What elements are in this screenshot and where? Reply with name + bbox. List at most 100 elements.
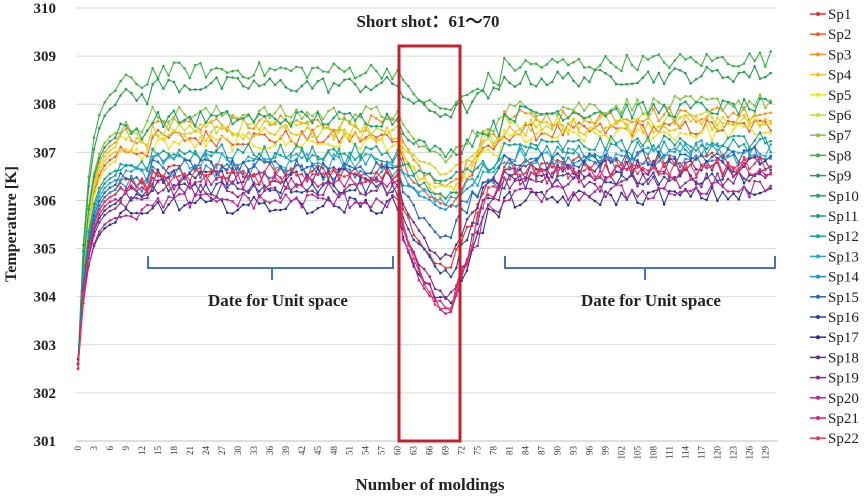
data-point: [684, 132, 687, 136]
data-point: [652, 124, 655, 127]
data-point: [263, 157, 266, 161]
data-point: [487, 96, 490, 100]
data-point: [295, 190, 298, 193]
legend-item-sp7: Sp7: [810, 128, 852, 144]
data-point: [534, 138, 538, 142]
data-point: [114, 183, 117, 187]
data-point: [353, 113, 357, 116]
data-point: [439, 179, 442, 183]
data-point: [135, 136, 138, 140]
data-point: [359, 112, 362, 116]
legend-item-sp16: Sp16: [810, 310, 859, 326]
data-point: [407, 182, 410, 186]
data-point: [401, 184, 405, 187]
data-point: [151, 189, 154, 192]
data-point: [380, 165, 384, 169]
data-point: [225, 186, 229, 189]
data-point: [135, 152, 138, 156]
data-point: [236, 187, 240, 191]
data-point: [636, 81, 639, 85]
data-point: [108, 158, 112, 162]
data-point: [231, 191, 234, 194]
data-point: [103, 209, 106, 212]
data-point: [162, 119, 165, 123]
data-point: [582, 133, 586, 136]
data-point: [545, 173, 549, 176]
data-point: [257, 152, 261, 156]
data-point: [268, 132, 272, 135]
data-point: [566, 123, 570, 127]
legend-label: Sp6: [828, 108, 852, 124]
data-point: [518, 147, 522, 151]
data-point: [193, 88, 197, 91]
data-point: [588, 126, 591, 129]
legend-item-sp8: Sp8: [810, 148, 851, 164]
data-point: [513, 69, 517, 72]
data-point: [167, 152, 170, 156]
data-point: [694, 132, 698, 136]
legend-item-sp10: Sp10: [810, 189, 859, 205]
data-point: [114, 103, 117, 107]
data-point: [305, 80, 309, 83]
data-point: [497, 182, 501, 185]
data-point: [732, 120, 735, 124]
data-point: [604, 54, 607, 58]
data-point: [167, 134, 170, 137]
data-point: [353, 158, 357, 161]
data-point: [572, 79, 575, 82]
data-point: [316, 124, 320, 128]
data-point: [321, 184, 325, 187]
data-point: [247, 123, 250, 126]
data-point: [726, 100, 730, 104]
data-point: [561, 148, 565, 151]
data-point: [540, 162, 543, 165]
data-point: [332, 145, 336, 148]
data-point: [209, 172, 213, 176]
data-point: [673, 147, 677, 150]
data-point: [732, 189, 735, 193]
data-point: [652, 97, 655, 100]
data-point: [252, 127, 256, 130]
data-point: [476, 175, 479, 178]
data-point: [321, 197, 325, 200]
x-tick-label: 3: [89, 446, 99, 451]
data-point: [582, 169, 586, 172]
data-point: [98, 152, 101, 156]
data-point: [455, 153, 458, 157]
data-point: [231, 182, 234, 186]
data-point: [689, 159, 692, 163]
data-point: [236, 172, 240, 176]
data-point: [92, 148, 96, 151]
data-point: [359, 158, 362, 162]
data-point: [540, 120, 543, 124]
data-point: [305, 180, 309, 183]
data-point: [428, 282, 432, 286]
data-point: [572, 191, 575, 194]
data-point: [204, 139, 208, 143]
data-point: [177, 180, 181, 183]
data-point: [620, 117, 623, 120]
data-point: [268, 183, 272, 186]
data-point: [646, 112, 650, 116]
data-point: [417, 269, 421, 273]
data-point: [135, 176, 138, 179]
data-point: [327, 172, 330, 175]
data-point: [742, 116, 746, 119]
legend-marker: [816, 294, 820, 299]
data-point: [758, 191, 762, 195]
data-point: [273, 208, 277, 212]
data-point: [545, 150, 549, 154]
data-point: [119, 201, 122, 205]
data-point: [167, 195, 170, 198]
data-point: [279, 66, 282, 69]
data-point: [241, 113, 245, 117]
data-point: [300, 84, 304, 88]
data-point: [332, 166, 336, 169]
data-point: [673, 138, 677, 142]
data-point: [284, 187, 288, 191]
data-point: [183, 192, 186, 196]
data-point: [327, 167, 330, 171]
data-point: [652, 144, 655, 147]
data-point: [247, 189, 250, 192]
